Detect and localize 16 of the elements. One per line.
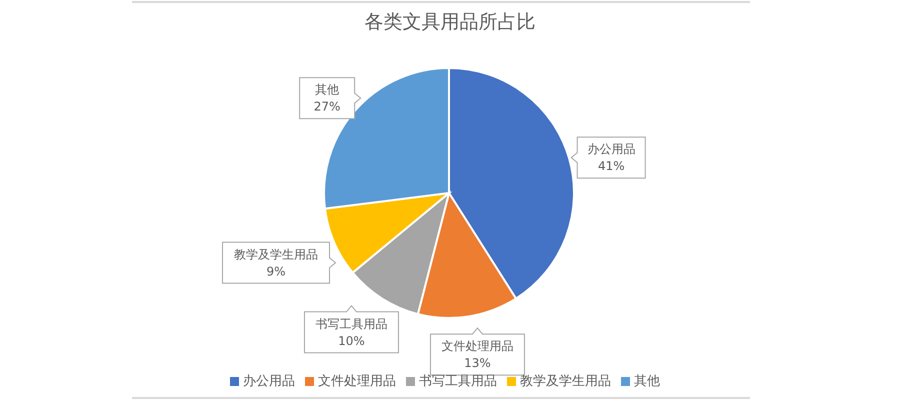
data-label: 13% bbox=[464, 356, 491, 370]
legend-label: 办公用品 bbox=[243, 374, 295, 389]
data-label: 9% bbox=[266, 264, 286, 278]
slice-label: 文件处理用品 bbox=[441, 339, 514, 354]
legend-label: 教学及学生用品 bbox=[520, 374, 611, 389]
data-label: 27% bbox=[314, 100, 340, 114]
data-label: 10% bbox=[338, 334, 365, 348]
legend-label: 其他 bbox=[634, 374, 660, 389]
data-label: 41% bbox=[598, 159, 625, 174]
legend-label: 书写工具用品 bbox=[419, 374, 497, 389]
slice-label: 办公用品 bbox=[587, 142, 636, 156]
chart-title: 各类文具用品所占比 bbox=[364, 10, 536, 35]
slice-label: 书写工具用品 bbox=[315, 316, 388, 331]
slice-label: 其他 bbox=[315, 82, 340, 97]
legend-label: 文件处理用品 bbox=[318, 374, 396, 389]
slice-label: 教学及学生用品 bbox=[234, 247, 318, 262]
